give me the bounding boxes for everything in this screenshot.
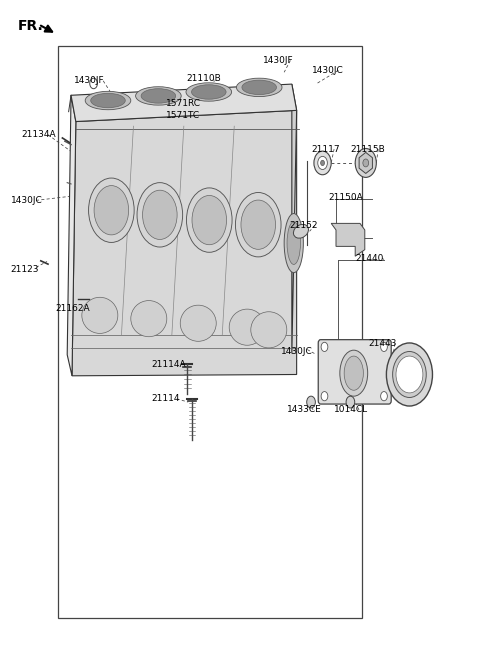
Circle shape: [90, 78, 97, 89]
Ellipse shape: [344, 356, 363, 390]
Polygon shape: [292, 84, 297, 353]
Ellipse shape: [94, 185, 129, 235]
Ellipse shape: [88, 178, 134, 242]
Text: 21110B: 21110B: [186, 74, 221, 83]
Ellipse shape: [242, 80, 276, 95]
Text: 1430JF: 1430JF: [74, 76, 105, 85]
Ellipse shape: [186, 83, 232, 101]
Ellipse shape: [85, 91, 131, 110]
Circle shape: [307, 396, 315, 408]
Text: 1571TC: 1571TC: [166, 111, 200, 120]
Ellipse shape: [237, 78, 282, 97]
Text: 21114A: 21114A: [151, 360, 186, 369]
Text: 21134A: 21134A: [22, 130, 56, 139]
FancyBboxPatch shape: [318, 340, 391, 404]
Text: 1430JC: 1430JC: [11, 196, 42, 205]
Circle shape: [318, 156, 327, 170]
Ellipse shape: [340, 350, 368, 396]
Ellipse shape: [82, 297, 118, 334]
Ellipse shape: [91, 93, 125, 108]
Circle shape: [386, 343, 432, 406]
Ellipse shape: [186, 188, 232, 252]
Ellipse shape: [131, 301, 167, 336]
Text: 21123: 21123: [11, 265, 39, 274]
Polygon shape: [71, 84, 297, 122]
Ellipse shape: [192, 196, 227, 244]
Ellipse shape: [143, 191, 177, 240]
Circle shape: [393, 351, 426, 397]
Circle shape: [321, 160, 324, 166]
Circle shape: [363, 159, 369, 167]
Circle shape: [381, 342, 387, 351]
Circle shape: [355, 148, 376, 177]
Ellipse shape: [287, 222, 300, 265]
Ellipse shape: [192, 85, 226, 99]
Ellipse shape: [251, 312, 287, 348]
Text: 21115B: 21115B: [350, 145, 385, 154]
Ellipse shape: [235, 193, 281, 257]
Ellipse shape: [137, 183, 182, 247]
Text: 1430JC: 1430JC: [281, 347, 312, 356]
Text: 1571RC: 1571RC: [166, 99, 201, 108]
Polygon shape: [359, 152, 372, 173]
Polygon shape: [331, 223, 365, 256]
Text: 21152: 21152: [289, 221, 317, 230]
Polygon shape: [72, 110, 297, 376]
Text: 21150A: 21150A: [329, 193, 363, 202]
Text: 21443: 21443: [369, 339, 397, 348]
Ellipse shape: [180, 305, 216, 342]
Bar: [58, 46, 362, 618]
Ellipse shape: [141, 89, 176, 103]
Text: 1014CL: 1014CL: [334, 405, 368, 415]
Text: 1430JF: 1430JF: [263, 56, 294, 65]
Ellipse shape: [135, 87, 181, 105]
Ellipse shape: [284, 214, 303, 273]
Text: 21162A: 21162A: [55, 304, 90, 313]
Ellipse shape: [293, 224, 309, 238]
Circle shape: [321, 342, 328, 351]
Text: 21440: 21440: [355, 254, 384, 263]
Text: 21114: 21114: [151, 394, 180, 403]
Ellipse shape: [241, 200, 276, 249]
Ellipse shape: [229, 309, 265, 346]
Text: FR.: FR.: [18, 19, 44, 34]
Circle shape: [346, 396, 355, 408]
Text: 1430JC: 1430JC: [312, 66, 344, 75]
Text: 21117: 21117: [311, 145, 340, 154]
Circle shape: [321, 392, 328, 401]
Circle shape: [314, 151, 331, 175]
Polygon shape: [67, 95, 76, 376]
Circle shape: [396, 356, 423, 393]
Text: 1433CE: 1433CE: [287, 405, 322, 415]
Circle shape: [381, 392, 387, 401]
